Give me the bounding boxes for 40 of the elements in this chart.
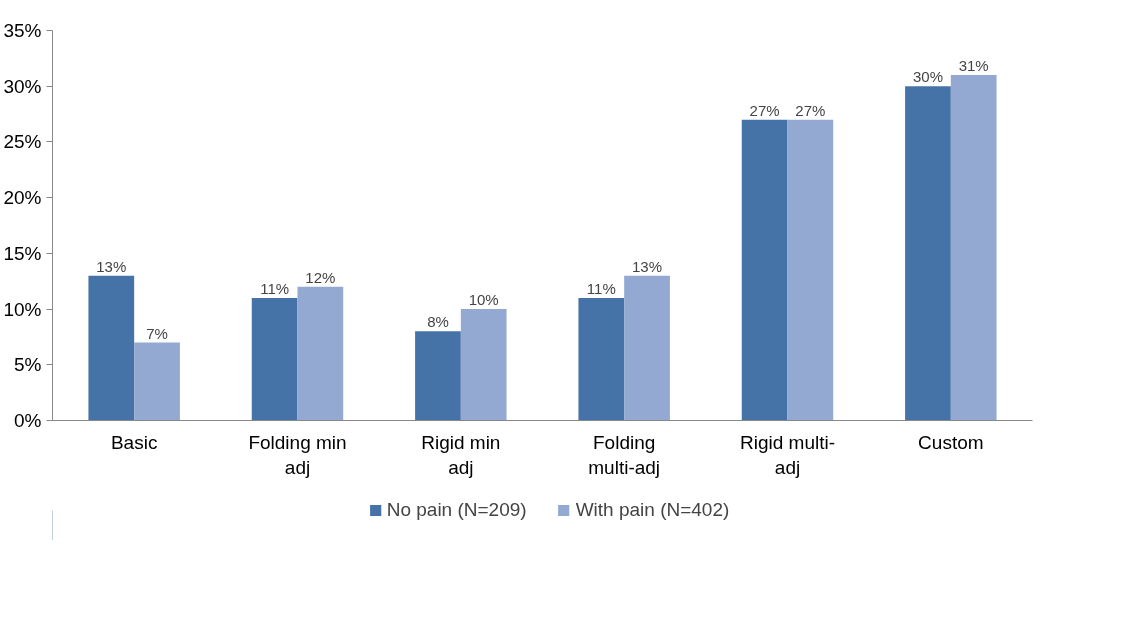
data-label: 31% xyxy=(958,57,989,75)
x-tick-label: Basic xyxy=(110,431,158,453)
bar xyxy=(741,119,788,421)
legend-label: No pain (N=209) xyxy=(386,499,527,521)
bar xyxy=(905,86,951,421)
data-label: 10% xyxy=(468,291,499,309)
bar xyxy=(251,297,298,421)
y-tick-label: 15% xyxy=(3,242,42,264)
bar xyxy=(134,342,180,421)
y-tick-label: 0% xyxy=(14,410,42,431)
x-tick-label: Rigid multi-adj xyxy=(739,431,836,478)
bar xyxy=(88,275,135,421)
x-tick-label: Custom xyxy=(918,431,984,453)
data-label: 11% xyxy=(260,279,290,297)
x-tick-label: Folding min adj xyxy=(248,431,347,478)
data-label: 12% xyxy=(305,268,336,286)
data-label: 27% xyxy=(795,101,826,119)
y-tick-label: 25% xyxy=(3,131,42,153)
bar xyxy=(297,286,344,421)
bar xyxy=(415,331,461,421)
legend-label: With pain (N=402) xyxy=(575,499,730,521)
data-label: 7% xyxy=(146,324,168,342)
data-label: 13% xyxy=(96,257,127,275)
bar xyxy=(460,309,507,421)
y-tick-label: 5% xyxy=(14,354,42,376)
bar xyxy=(578,297,625,421)
x-tick-label: Folding multi-adj xyxy=(588,431,661,478)
y-tick-label: 20% xyxy=(3,187,42,209)
data-label: 8% xyxy=(427,313,449,331)
data-label: 13% xyxy=(632,257,663,275)
y-tick-label: 35% xyxy=(3,20,42,41)
y-tick-label: 30% xyxy=(3,75,42,97)
data-label: 27% xyxy=(749,101,780,119)
bar xyxy=(950,75,997,421)
bar xyxy=(624,275,670,421)
bar xyxy=(787,119,834,421)
data-label: 30% xyxy=(912,68,943,86)
data-label: 11% xyxy=(586,279,616,297)
x-tick-label: Rigid min adj xyxy=(421,431,501,478)
y-tick-label: 10% xyxy=(3,298,42,320)
